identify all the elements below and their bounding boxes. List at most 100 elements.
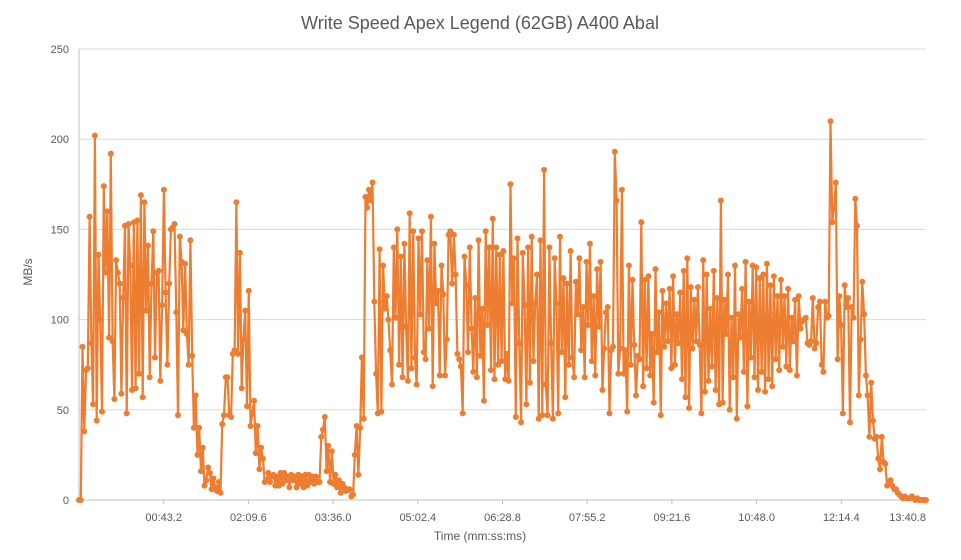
data-point — [588, 358, 595, 365]
data-point — [887, 477, 894, 484]
data-point — [864, 392, 871, 399]
data-point — [77, 497, 84, 503]
data-point — [571, 374, 578, 381]
data-point — [659, 287, 666, 294]
data-point — [636, 356, 643, 363]
data-point — [468, 325, 475, 332]
data-point — [203, 477, 210, 484]
data-point — [581, 374, 588, 381]
data-point — [472, 295, 479, 301]
data-point — [610, 343, 616, 350]
data-point — [190, 424, 197, 431]
y-tick-label: 200 — [51, 134, 69, 146]
data-point — [762, 388, 769, 395]
data-point — [666, 285, 673, 292]
data-point — [680, 267, 687, 274]
data-point — [592, 372, 599, 379]
data-point — [808, 338, 815, 345]
data-point — [755, 387, 761, 393]
data-point — [219, 421, 226, 428]
data-point — [555, 410, 562, 417]
data-point — [113, 257, 120, 264]
data-point — [116, 280, 123, 287]
data-point — [760, 271, 767, 278]
data-point — [574, 311, 581, 318]
data-point — [792, 296, 799, 303]
data-point — [206, 469, 213, 476]
data-point — [735, 311, 742, 318]
data-point — [793, 372, 800, 379]
data-point — [155, 267, 162, 274]
data-point — [254, 423, 261, 429]
data-point — [118, 390, 125, 397]
x-tick-label: 02:09.6 — [230, 512, 267, 524]
data-point — [779, 343, 786, 350]
data-point — [576, 255, 583, 262]
data-point — [523, 401, 530, 408]
data-point — [604, 304, 611, 310]
data-point — [677, 289, 684, 296]
data-point — [652, 266, 659, 273]
data-point — [519, 249, 526, 256]
data-point — [673, 311, 680, 318]
data-point — [459, 410, 466, 417]
data-point — [682, 394, 689, 401]
data-point — [127, 262, 134, 269]
data-point — [620, 370, 627, 377]
data-point — [560, 275, 567, 282]
data-point — [463, 282, 470, 289]
data-point — [449, 280, 456, 287]
data-point — [703, 271, 710, 278]
data-point — [638, 219, 645, 226]
data-point — [120, 295, 127, 301]
data-point — [378, 408, 385, 415]
data-point — [486, 244, 493, 251]
data-point — [578, 347, 585, 354]
data-point — [786, 367, 793, 374]
data-point — [443, 336, 450, 343]
data-point — [528, 233, 535, 240]
data-point — [182, 260, 189, 267]
data-point — [813, 340, 820, 347]
data-point — [442, 372, 448, 379]
data-point — [875, 455, 882, 462]
data-point — [859, 278, 866, 285]
data-point — [663, 300, 670, 307]
data-point — [242, 307, 249, 314]
data-point — [774, 293, 781, 300]
data-point — [700, 257, 707, 264]
x-tick-label: 03:36.0 — [315, 512, 352, 524]
data-point — [150, 228, 157, 235]
data-point — [836, 293, 843, 300]
data-point — [97, 316, 104, 323]
data-point — [192, 392, 199, 399]
data-point — [145, 242, 151, 249]
data-point — [839, 410, 846, 417]
data-point — [647, 372, 654, 379]
x-tick-label: 10:48.0 — [738, 512, 775, 524]
data-point — [583, 258, 590, 265]
data-point — [633, 392, 639, 399]
data-point — [238, 385, 245, 392]
data-point — [832, 179, 839, 186]
data-point — [249, 410, 256, 417]
data-point — [369, 179, 376, 186]
data-point — [505, 377, 512, 384]
data-point — [166, 280, 173, 287]
x-tick-label: 12:14.4 — [823, 512, 860, 524]
data-point — [877, 466, 883, 473]
data-point — [419, 228, 425, 235]
data-point — [585, 322, 592, 328]
data-point — [648, 331, 655, 337]
data-point — [656, 309, 662, 316]
data-point — [788, 314, 795, 321]
data-point — [740, 368, 747, 375]
data-point — [397, 253, 404, 260]
data-point — [470, 368, 477, 375]
data-point — [694, 284, 701, 291]
data-point — [857, 336, 864, 343]
data-point — [376, 246, 383, 253]
data-point — [134, 217, 141, 224]
data-point — [256, 466, 263, 473]
series-line — [79, 120, 926, 502]
